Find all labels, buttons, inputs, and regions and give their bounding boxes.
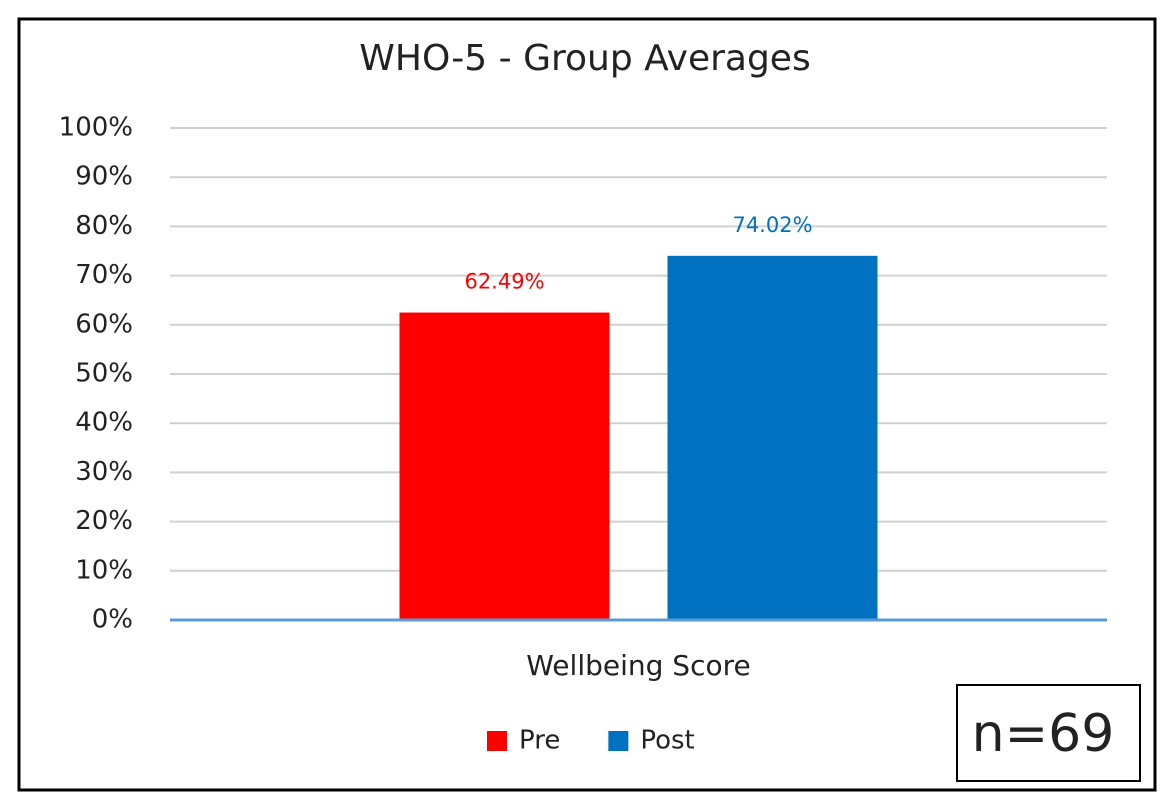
y-tick-label: 20% — [75, 506, 133, 536]
legend-swatch — [608, 731, 629, 751]
legend-swatch — [487, 731, 507, 751]
y-tick-label: 80% — [75, 211, 133, 241]
y-tick-label: 60% — [75, 309, 133, 339]
data-label: 62.49% — [464, 270, 544, 294]
y-tick-label: 0% — [92, 605, 133, 635]
chart-title: WHO-5 - Group Averages — [359, 38, 810, 79]
y-tick-label: 10% — [75, 555, 133, 585]
legend-label: Post — [640, 726, 694, 756]
annotation: n=69 — [972, 704, 1115, 764]
y-tick-label: 90% — [75, 162, 133, 192]
y-tick-label: 40% — [75, 408, 133, 438]
legend-label: Pre — [519, 726, 560, 756]
y-tick-label: 100% — [59, 113, 133, 143]
y-tick-label: 30% — [75, 457, 133, 487]
annotation-box — [956, 684, 1141, 782]
data-label: 74.02% — [732, 213, 812, 237]
bar — [667, 255, 878, 620]
y-tick-label: 50% — [75, 359, 133, 389]
x-tick-label: Wellbeing Score — [526, 649, 750, 682]
bar — [399, 312, 610, 620]
y-tick-label: 70% — [75, 260, 133, 290]
